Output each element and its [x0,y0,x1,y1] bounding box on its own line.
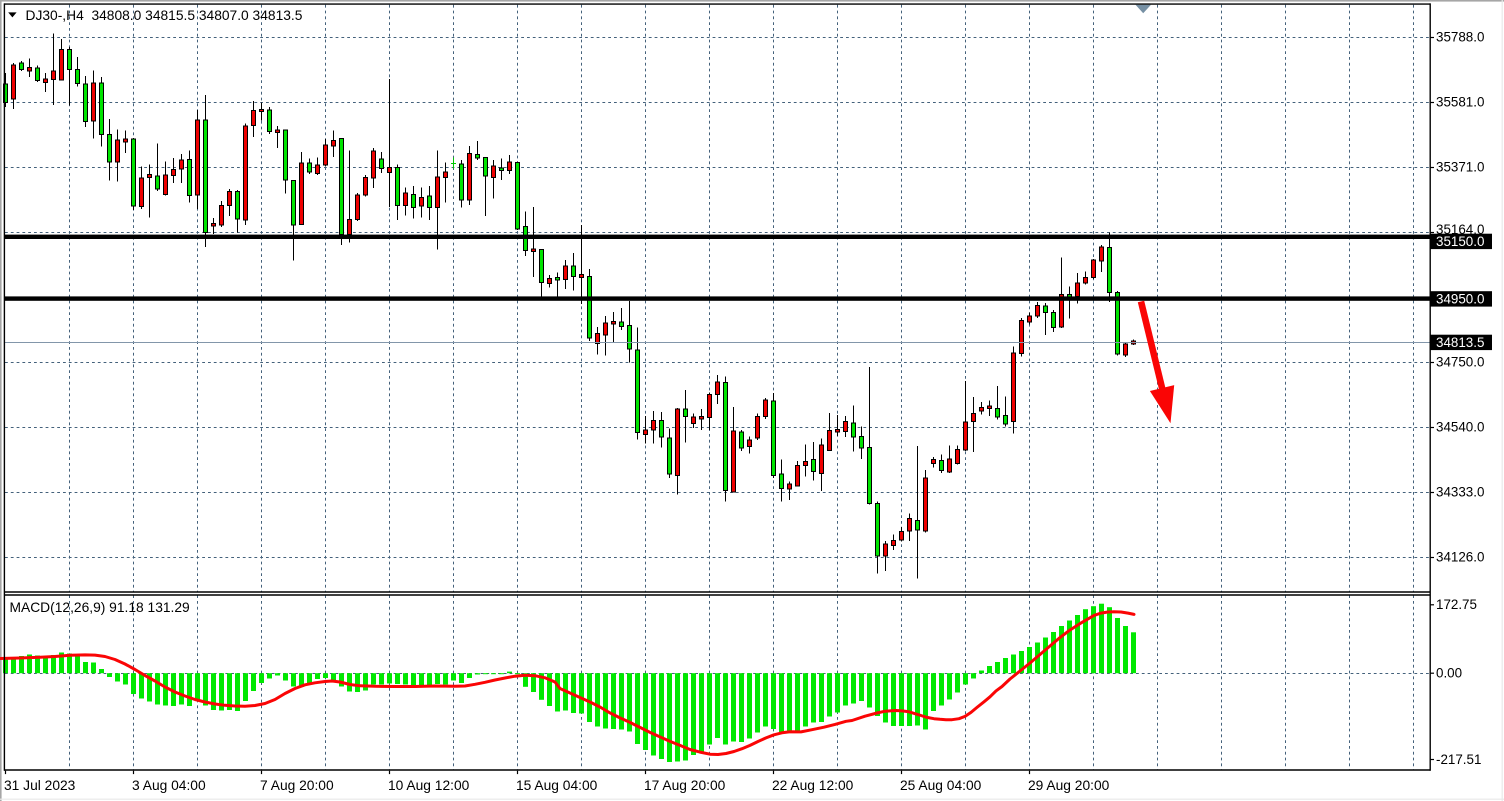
svg-text:17 Aug 20:00: 17 Aug 20:00 [644,778,726,793]
svg-text:34540.0: 34540.0 [1436,419,1484,434]
svg-text:10 Aug 12:00: 10 Aug 12:00 [388,778,470,793]
svg-text:34333.0: 34333.0 [1436,484,1484,499]
svg-text:MACD(12,26,9) 91.18 131.29: MACD(12,26,9) 91.18 131.29 [10,600,191,615]
svg-text:0.00: 0.00 [1436,666,1462,681]
svg-text:22 Aug 12:00: 22 Aug 12:00 [772,778,854,793]
svg-text:35371.0: 35371.0 [1436,159,1484,174]
svg-text:35788.0: 35788.0 [1436,29,1484,44]
svg-text:DJ30-,H4 34808.0 34815.5 3480: DJ30-,H4 34808.0 34815.5 34807.0 34813.5 [26,8,303,23]
svg-text:15 Aug 04:00: 15 Aug 04:00 [516,778,598,793]
svg-text:34950.0: 34950.0 [1436,291,1484,306]
svg-text:7 Aug 20:00: 7 Aug 20:00 [260,778,334,793]
svg-text:172.75: 172.75 [1436,597,1477,612]
svg-text:35164.0: 35164.0 [1436,222,1484,237]
svg-text:34813.5: 34813.5 [1436,335,1484,350]
svg-text:-217.51: -217.51 [1436,752,1481,767]
svg-text:25 Aug 04:00: 25 Aug 04:00 [900,778,982,793]
svg-text:31 Jul 2023: 31 Jul 2023 [4,778,76,793]
svg-text:3 Aug 04:00: 3 Aug 04:00 [132,778,206,793]
svg-text:34750.0: 34750.0 [1436,354,1484,369]
svg-text:35581.0: 35581.0 [1436,94,1484,109]
svg-text:35150.0: 35150.0 [1436,234,1484,249]
svg-text:29 Aug 20:00: 29 Aug 20:00 [1028,778,1110,793]
svg-text:34126.0: 34126.0 [1436,549,1484,564]
